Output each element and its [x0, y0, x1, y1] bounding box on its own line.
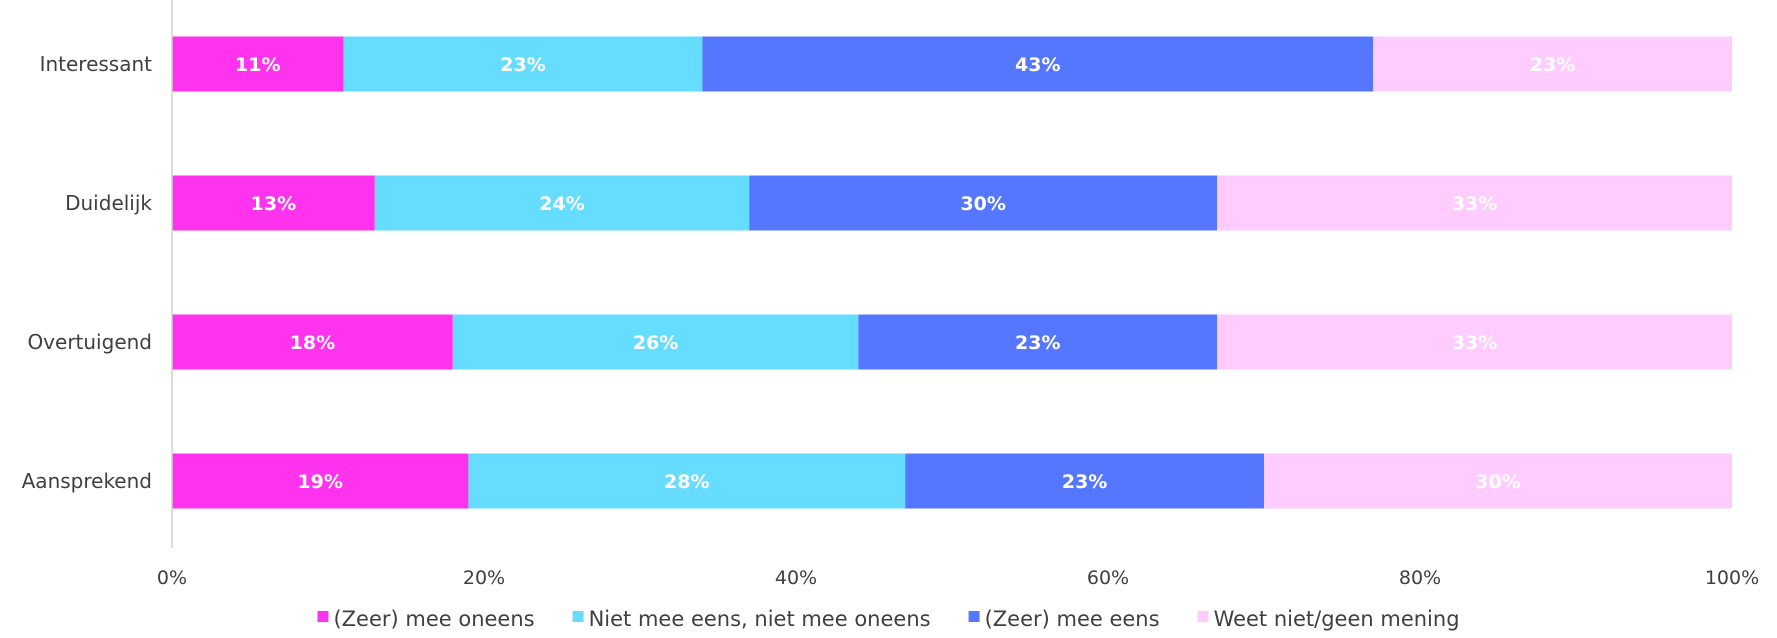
data-label: 30% — [1475, 471, 1520, 493]
bar-labels-group: 11% 23% 43% 23% 13% 24% 30% 33% 18% 26% 23% 33% 19% 2… — [235, 54, 1575, 493]
data-label: 13% — [251, 193, 296, 215]
category-label: Duidelijk — [65, 191, 152, 215]
bar-segment — [172, 453, 469, 509]
bar-segment — [858, 314, 1218, 370]
legend-label: (Zeer) mee oneens — [333, 607, 534, 631]
bar-segment — [1264, 453, 1732, 509]
bar-segment — [905, 453, 1264, 509]
legend-item: (Zeer) mee eens — [968, 607, 1160, 631]
bar-segment — [343, 36, 703, 92]
data-label: 11% — [235, 54, 280, 76]
bar-segment — [1373, 36, 1732, 92]
data-label: 30% — [960, 193, 1005, 215]
bar-segment — [172, 314, 453, 370]
category-label: Aansprekend — [22, 469, 152, 493]
bar-segment — [172, 175, 375, 231]
legend-label: (Zeer) mee eens — [985, 607, 1160, 631]
bar-segment — [172, 36, 344, 92]
data-label: 43% — [1015, 54, 1060, 76]
data-label: 19% — [297, 471, 342, 493]
category-label: Overtuigend — [27, 330, 152, 354]
category-label: Interessant — [40, 52, 153, 76]
x-tick-label: 80% — [1399, 567, 1441, 589]
legend-label: Weet niet/geen mening — [1214, 607, 1460, 631]
data-label: 26% — [633, 332, 678, 354]
bar-segment — [1217, 175, 1732, 231]
data-label: 23% — [1015, 332, 1060, 354]
legend-swatch — [572, 611, 584, 622]
bar-segment — [452, 314, 859, 370]
bar-segment — [749, 175, 1218, 231]
data-label: 23% — [1530, 54, 1575, 76]
data-label: 23% — [500, 54, 545, 76]
data-label: 24% — [539, 193, 584, 215]
data-label: 33% — [1452, 332, 1497, 354]
legend-item: Niet mee eens, niet mee oneens — [572, 607, 931, 631]
bar-segment — [374, 175, 750, 231]
legend-swatch — [1197, 611, 1209, 622]
bar-segment — [702, 36, 1374, 92]
bar-segment — [468, 453, 906, 509]
legend: (Zeer) mee oneens Niet mee eens, niet mee… — [317, 607, 1460, 631]
x-tick-label: 40% — [775, 567, 817, 589]
x-tick-label: 60% — [1087, 567, 1129, 589]
legend-swatch — [968, 611, 980, 622]
data-label: 33% — [1452, 193, 1497, 215]
data-label: 28% — [664, 471, 709, 493]
legend-label: Niet mee eens, niet mee oneens — [589, 607, 931, 631]
x-tick-label: 100% — [1705, 567, 1759, 589]
x-tick-label: 0% — [157, 567, 187, 589]
bar-segment — [1217, 314, 1732, 370]
legend-item: (Zeer) mee oneens — [317, 607, 535, 631]
data-label: 18% — [290, 332, 335, 354]
legend-swatch — [317, 611, 329, 622]
bars-group — [172, 36, 1732, 509]
x-tick-label: 20% — [463, 567, 505, 589]
data-label: 23% — [1062, 471, 1107, 493]
legend-item: Weet niet/geen mening — [1197, 607, 1460, 631]
x-axis: 0% 20% 40% 60% 80% 100% — [157, 567, 1759, 589]
category-labels-group: Interessant Duidelijk Overtuigend Aanspreke… — [22, 52, 153, 493]
